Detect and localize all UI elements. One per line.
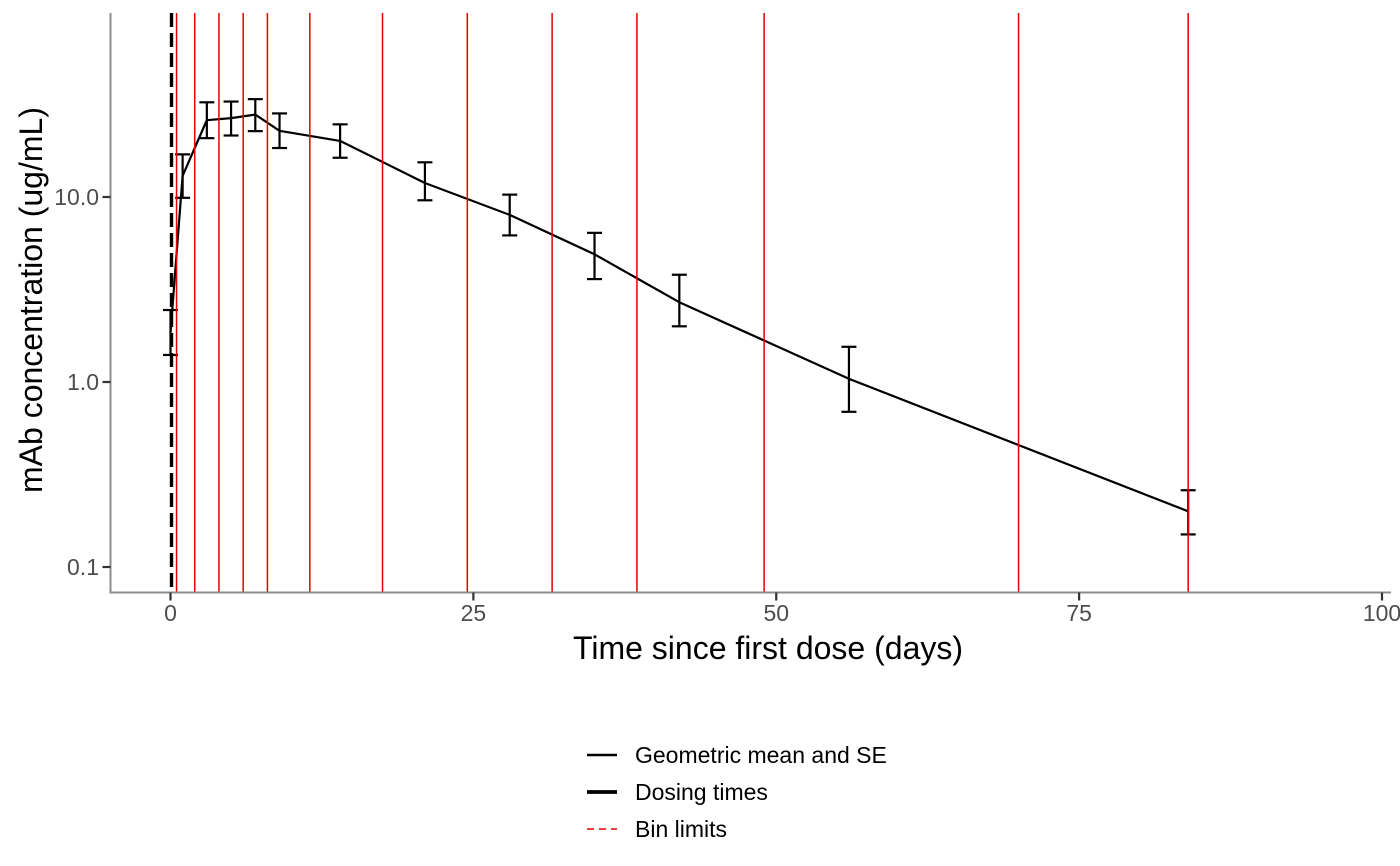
thick-line-swatch-icon <box>587 790 617 794</box>
tick-labels-layer: 0 25 50 75 100 0.1 1.0 10.0 <box>54 184 1400 626</box>
legend-label: Dosing times <box>635 778 768 805</box>
error-bar <box>332 123 348 159</box>
solid-line-swatch-icon <box>587 753 617 757</box>
x-axis-title: Time since first dose (days) <box>573 630 963 666</box>
legend-item-dosing-times: Dosing times <box>586 778 887 806</box>
legend-label: Bin limits <box>635 815 728 842</box>
x-tick-label: 50 <box>763 600 789 626</box>
error-bar <box>587 231 603 281</box>
x-tick-label: 75 <box>1066 600 1092 626</box>
x-tick-label: 100 <box>1363 600 1400 626</box>
red-dashed-line-swatch-icon <box>587 828 617 830</box>
error-bar <box>223 100 239 137</box>
error-bar <box>175 153 191 199</box>
legend-label: Geometric mean and SE <box>635 741 887 768</box>
error-bar <box>502 193 518 237</box>
chart-legend: Geometric mean and SE Dosing times Bin l… <box>586 741 887 843</box>
x-tick-label: 0 <box>164 600 177 626</box>
axes-layer <box>102 13 1391 601</box>
error-bar <box>417 161 433 202</box>
error-bar <box>671 273 687 328</box>
bin-limit-lines-layer <box>175 13 1189 592</box>
error-bar <box>272 112 288 150</box>
y-axis-title: mAb concentration (ug/mL) <box>13 107 49 493</box>
legend-item-geometric-mean: Geometric mean and SE <box>586 741 887 769</box>
y-tick-label: 10.0 <box>54 184 99 210</box>
y-tick-label: 1.0 <box>67 369 99 395</box>
legend-item-bin-limits: Bin limits <box>586 815 887 843</box>
error-bar <box>841 345 857 413</box>
x-tick-label: 25 <box>461 600 487 626</box>
y-tick-label: 0.1 <box>67 554 99 580</box>
error-bar <box>199 101 215 140</box>
error-bar <box>247 98 263 133</box>
